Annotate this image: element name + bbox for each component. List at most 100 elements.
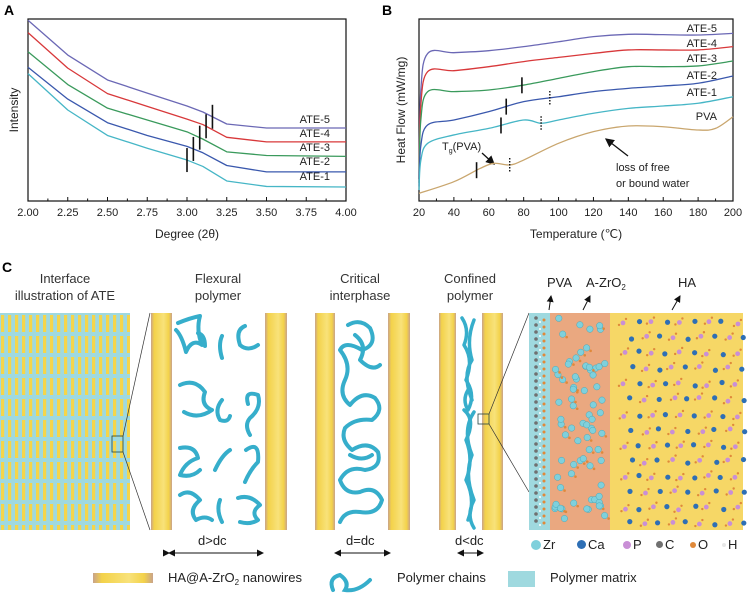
oxygen-atom [694,367,697,370]
phosphorus-atom [734,414,740,420]
calcium-atom [712,522,718,528]
carbon-atom [534,407,538,411]
hydrogen-atom [539,489,541,491]
zirconium-atom [597,457,605,464]
oxygen-atom [701,361,704,364]
oxygen-atom [724,429,728,433]
phosphorus-atom [672,395,678,401]
x-tick-label-a: 2.00 [17,207,38,219]
oxygen-atom [592,368,595,372]
oxygen-atom [645,322,649,325]
hydrogen-atom [539,321,541,323]
zirconium-atom [589,371,597,379]
oxygen-atom [624,378,628,382]
critical-interphase-diagram [315,313,410,530]
series-label-a: ATE-4 [300,128,330,140]
water-annotation-line2: or bound water [616,178,690,190]
calcium-atom [657,367,663,373]
chart-b: Temperature (℃) Heat Flow (mW/mg) Tg(PVA… [394,18,742,241]
x-tick-label-a: 3.25 [216,207,237,219]
polymer-chains [338,320,384,524]
oxygen-atom [542,430,546,434]
oxygen-atom [676,392,680,396]
oxygen-atom [641,337,644,340]
calcium-atom [684,396,690,402]
phosphorus-atom [727,335,733,340]
x-tick-label-a: 4.00 [335,207,356,219]
oxygen-atom [542,493,546,497]
pva-arrow [546,295,554,311]
o-atom-icon [690,541,696,548]
phosphorus-atom [696,364,702,369]
carbon-atom [534,330,538,334]
phosphorus-atom [648,475,654,481]
oxygen-atom [638,400,642,404]
oxygen-atom [627,472,630,475]
water-arrow [604,138,629,157]
ca-atom-icon [577,540,586,549]
series-line-ate-4 [418,46,734,180]
oxygen-atom [565,381,568,384]
calcium-atom [692,475,698,481]
oxygen-atom [653,472,656,476]
phosphorus-atom [650,412,656,418]
oxygen-atom [578,359,582,363]
phosphorus-atom [732,444,738,450]
oxygen-atom [667,432,670,436]
hydrogen-atom [539,328,541,330]
molecular-interface-diagram [529,313,748,530]
zirconium-atom [580,387,588,395]
oxygen-atom [542,402,546,406]
zirconium-atom [570,499,578,507]
phosphorus-atom [622,350,628,355]
oxygen-atom [674,517,678,520]
hydrogen-atom [539,356,541,358]
oxygen-atom [724,338,727,341]
interface-illustration [0,312,151,531]
calcium-atom [685,489,691,495]
atom-legend-ca: Ca [577,537,605,552]
hydrogen-atom [539,342,541,344]
oxygen-atom [694,524,697,528]
phosphorus-atom [676,349,682,355]
oxygen-atom [542,318,546,322]
hydrogen-atom [539,475,541,477]
legend-matrix-label: Polymer matrix [550,570,637,585]
oxygen-atom [639,524,643,527]
phosphorus-atom [705,442,711,448]
oxygen-atom [655,441,658,444]
oxygen-atom [703,445,706,449]
oxygen-atom [568,436,571,440]
oxygen-atom [736,379,740,382]
series-line-ate-3 [27,51,347,158]
x-tick-label-a: 3.75 [296,207,317,219]
atom-symbol: P [633,537,642,552]
oxygen-atom [675,478,678,482]
oxygen-atom [647,487,650,491]
phosphorus-atom [644,333,650,339]
x-tick-label-a: 2.25 [57,207,78,219]
series-label-a: ATE-2 [300,156,330,168]
calcium-atom [685,428,691,435]
oxygen-atom [574,475,577,478]
carbon-atom [534,414,538,418]
oxygen-atom [625,411,628,414]
zirconium-atom [552,500,560,508]
atom-legend-c: C [656,537,674,552]
carbon-atom [534,316,538,320]
oxygen-atom [542,500,546,504]
oxygen-atom [542,388,546,392]
calcium-atom [741,489,747,495]
x-tick-label-b: 200 [724,207,742,219]
phosphorus-atom [648,319,654,325]
atom-symbol: Zr [543,537,556,552]
phosphorus-atom [641,460,647,466]
hydrogen-atom [539,419,541,421]
series-line-ate-5 [27,19,346,129]
oxygen-atom [589,439,593,442]
oxygen-atom [619,353,623,356]
legend-chains-label: Polymer chains [397,570,486,585]
title-interface: Interface illustration of ATE [14,271,116,303]
oxygen-atom [617,323,621,327]
zirconium-atom [595,492,603,500]
